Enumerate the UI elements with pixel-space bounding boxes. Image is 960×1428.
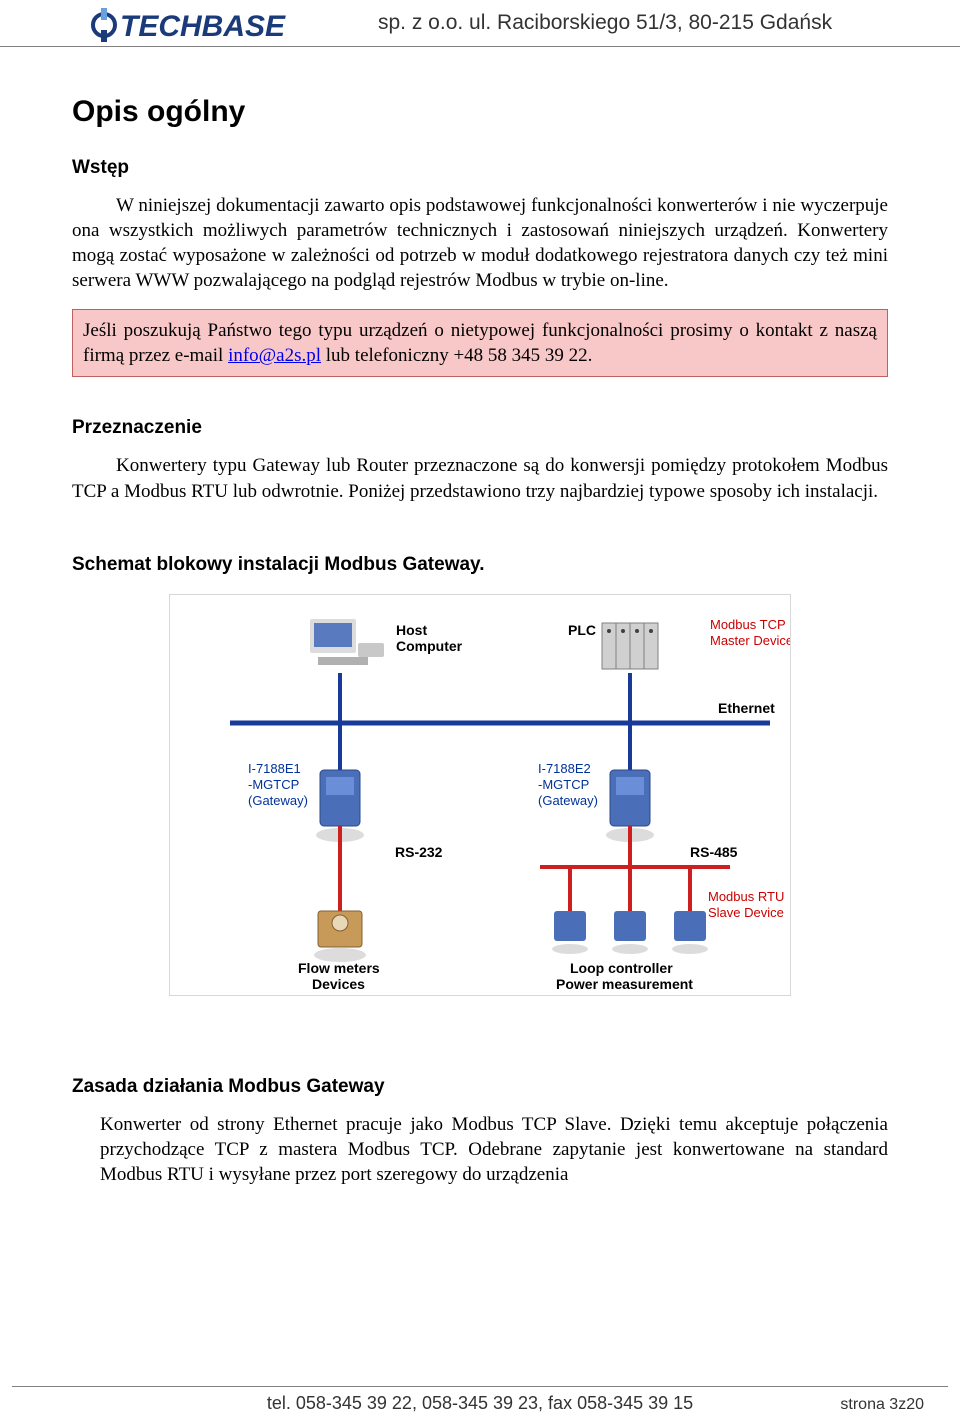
svg-text:Slave Device: Slave Device: [708, 905, 784, 920]
page-header: TECHBASE TECH sp. z o.o. ul. Raciborskie…: [0, 0, 960, 47]
diagram-container: Host Computer PLC: [72, 594, 888, 996]
purpose-paragraph: Konwertery typu Gateway lub Router przez…: [72, 453, 888, 503]
page-number: strona 3z20: [840, 1396, 924, 1414]
svg-text:Loop controller: Loop controller: [570, 960, 673, 976]
node-host-computer: Host Computer: [310, 619, 463, 665]
svg-text:Modbus TCP: Modbus TCP: [710, 617, 786, 632]
svg-text:Devices: Devices: [312, 976, 365, 992]
footer-contact: tel. 058-345 39 22, 058-345 39 23, fax 0…: [267, 1393, 693, 1413]
svg-text:Computer: Computer: [396, 638, 463, 654]
modbus-gateway-diagram: Host Computer PLC: [169, 594, 791, 996]
svg-text:RS-485: RS-485: [690, 844, 738, 860]
svg-text:I-7188E2: I-7188E2: [538, 761, 591, 776]
page-footer: tel. 058-345 39 22, 058-345 39 23, fax 0…: [0, 1386, 960, 1414]
section-heading-diagram: Schemat blokowy instalacji Modbus Gatewa…: [72, 554, 888, 576]
company-logo: TECHBASE TECH: [90, 6, 360, 44]
svg-text:Ethernet: Ethernet: [718, 700, 775, 716]
node-flow-meters: Flow meters Devices: [298, 911, 380, 992]
svg-text:I-7188E1: I-7188E1: [248, 761, 301, 776]
node-gateway-2: I-7188E2 -MGTCP (Gateway): [538, 761, 654, 842]
techbase-logo-svg: TECHBASE TECH: [90, 6, 360, 44]
footer-divider: [12, 1386, 948, 1387]
principle-paragraph: Konwerter od strony Ethernet pracuje jak…: [72, 1112, 888, 1187]
svg-text:Flow meters: Flow meters: [298, 960, 380, 976]
svg-text:-MGTCP: -MGTCP: [538, 777, 589, 792]
svg-text:Host: Host: [396, 622, 427, 638]
document-content: Opis ogólny Wstęp W niniejszej dokumenta…: [0, 47, 960, 1187]
node-gateway-1: I-7188E1 -MGTCP (Gateway): [248, 761, 364, 842]
section-heading-purpose: Przeznaczenie: [72, 417, 888, 439]
page-title: Opis ogólny: [72, 95, 888, 129]
node-plc: PLC: [568, 622, 658, 669]
svg-text:Power measurement: Power measurement: [556, 976, 693, 992]
header-company-address: sp. z o.o. ul. Raciborskiego 51/3, 80-21…: [378, 11, 832, 39]
page: TECHBASE TECH sp. z o.o. ul. Raciborskie…: [0, 0, 960, 1428]
svg-text:(Gateway): (Gateway): [248, 793, 308, 808]
svg-text:Master Device: Master Device: [710, 633, 791, 648]
callout-text: Jeśli poszukują Państwo tego typu urządz…: [83, 318, 877, 368]
contact-callout: Jeśli poszukują Państwo tego typu urządz…: [72, 309, 888, 377]
svg-text:-MGTCP: -MGTCP: [248, 777, 299, 792]
section-heading-intro: Wstęp: [72, 157, 888, 179]
callout-suffix: lub telefoniczny +48 58 345 39 22.: [321, 345, 592, 366]
callout-email-link[interactable]: info@a2s.pl: [228, 345, 321, 366]
intro-paragraph: W niniejszej dokumentacji zawarto opis p…: [72, 193, 888, 293]
svg-text:(Gateway): (Gateway): [538, 793, 598, 808]
section-heading-principle: Zasada działania Modbus Gateway: [72, 1076, 888, 1098]
svg-text:PLC: PLC: [568, 622, 596, 638]
svg-text:RS-232: RS-232: [395, 844, 443, 860]
logo-text: TECHBASE: [120, 10, 286, 43]
svg-text:Modbus RTU: Modbus RTU: [708, 889, 784, 904]
node-loop-controller: Loop controller Power measurement: [552, 911, 708, 992]
